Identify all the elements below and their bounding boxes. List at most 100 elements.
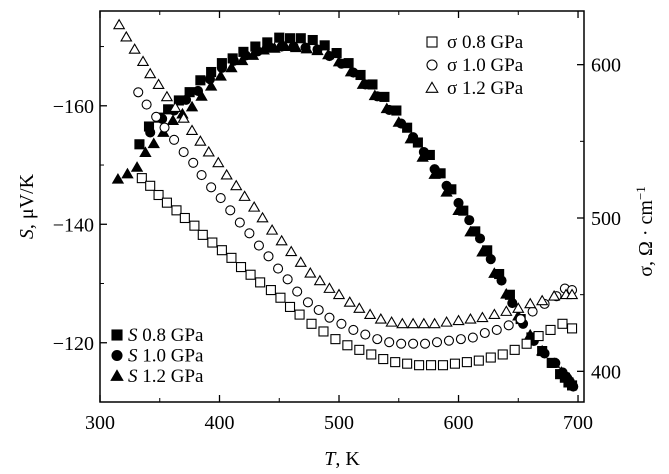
y-right-axis-label: σ, Ω · cm−1 [633, 186, 658, 277]
data-point [509, 344, 520, 355]
data-point [449, 358, 460, 369]
legend-label: S 1.0 GPa [128, 346, 204, 367]
data-point [179, 212, 190, 224]
data-point [318, 326, 329, 337]
data-point [425, 360, 437, 371]
data-point [354, 344, 365, 355]
data-point [153, 189, 164, 201]
data-point [496, 275, 507, 286]
data-point [294, 309, 305, 320]
data-point [226, 252, 237, 263]
data-point [121, 167, 134, 179]
legend-entry-s-1.0: S 1.0 GPa [111, 346, 204, 367]
data-point [216, 62, 227, 73]
data-point [144, 67, 157, 79]
legend-top-right: σ 0.8 GPa σ 1.0 GPa σ 1.2 GPa [425, 32, 524, 99]
x-axis-label-unit: , K [335, 448, 360, 469]
x-tick-label: 500 [324, 412, 354, 434]
legend-label: σ 0.8 GPa [447, 32, 524, 53]
data-point [306, 318, 317, 329]
data-point [342, 340, 353, 351]
data-point [545, 324, 556, 335]
data-point [300, 42, 313, 54]
axes: 300 400 500 600 700 −120 −140 −160 400 500 600 T… [16, 10, 658, 470]
legend-entry-s-1.2: S 1.2 GPa [110, 366, 204, 387]
data-point [134, 139, 145, 150]
data-point [344, 65, 358, 77]
data-point [216, 245, 227, 256]
legend-marker [426, 59, 438, 71]
data-point [428, 317, 441, 329]
y-left-tick-label: −140 [53, 214, 94, 236]
legend-label: S 1.2 GPa [128, 366, 204, 387]
legend-entry-sigma-1.2: σ 1.2 GPa [425, 78, 524, 99]
data-point [455, 334, 466, 345]
y-right-axis-label-text: σ, Ω · cm [635, 200, 657, 277]
data-point [194, 135, 207, 146]
data-point [485, 352, 496, 363]
data-point [230, 179, 243, 191]
data-point [238, 190, 251, 201]
data-point [417, 317, 431, 329]
x-tick-label: 600 [444, 412, 474, 434]
data-point [402, 358, 413, 369]
data-point [178, 147, 189, 158]
data-point [464, 312, 477, 324]
data-point [479, 327, 490, 339]
data-point [488, 308, 501, 319]
data-point [161, 197, 172, 208]
data-point [302, 297, 313, 308]
data-point [313, 274, 327, 286]
y-left-tick-label: −120 [53, 333, 94, 355]
data-point [390, 357, 401, 368]
data-point [324, 312, 335, 323]
y-left-axis-ticks: −120 −140 −160 [53, 46, 107, 403]
data-point [120, 30, 133, 42]
data-point [363, 308, 377, 319]
data-point [204, 80, 218, 91]
data-point [212, 156, 225, 168]
data-point [452, 204, 465, 216]
data-point [515, 314, 526, 325]
data-point [464, 215, 475, 226]
data-point [136, 173, 147, 184]
y-right-tick-label: 400 [591, 361, 621, 383]
legend-symbol-text: S [128, 346, 138, 367]
legend-entry-sigma-0.8: σ 0.8 GPa [426, 32, 524, 53]
legend-entry-s-0.8: S 0.8 GPa [111, 325, 205, 346]
data-point [133, 87, 144, 98]
data-point [385, 316, 398, 327]
legend-label: σ 1.0 GPa [447, 55, 524, 76]
data-point [431, 337, 443, 348]
data-point [292, 286, 303, 297]
data-point [294, 256, 307, 267]
data-point [420, 338, 431, 349]
data-point [366, 349, 377, 360]
data-point [195, 90, 208, 101]
data-point [464, 225, 477, 237]
legend-pressure-text: 0.8 GPa [138, 325, 205, 346]
data-point [332, 55, 346, 67]
data-point [323, 282, 336, 293]
data-point [159, 122, 170, 133]
data-point [236, 54, 249, 66]
y-right-tick-label: 500 [591, 208, 621, 230]
x-axis-ticks: 300 400 500 600 700 [85, 11, 593, 434]
data-point [147, 137, 160, 149]
data-point [244, 228, 255, 239]
y-left-axis-label-symbol: S [16, 229, 38, 239]
data-point [476, 311, 489, 323]
legend-marker [111, 329, 123, 341]
data-point [452, 314, 465, 326]
legend-pressure-text: 1.2 GPa [138, 366, 205, 387]
data-point [214, 69, 227, 81]
data-point [202, 145, 215, 157]
data-point [406, 317, 420, 329]
data-point [565, 288, 579, 300]
data-point [139, 146, 152, 157]
data-marks [111, 18, 579, 392]
data-point [145, 180, 156, 191]
data-point [408, 338, 419, 349]
legend-marker [111, 349, 123, 362]
data-point [282, 274, 293, 285]
